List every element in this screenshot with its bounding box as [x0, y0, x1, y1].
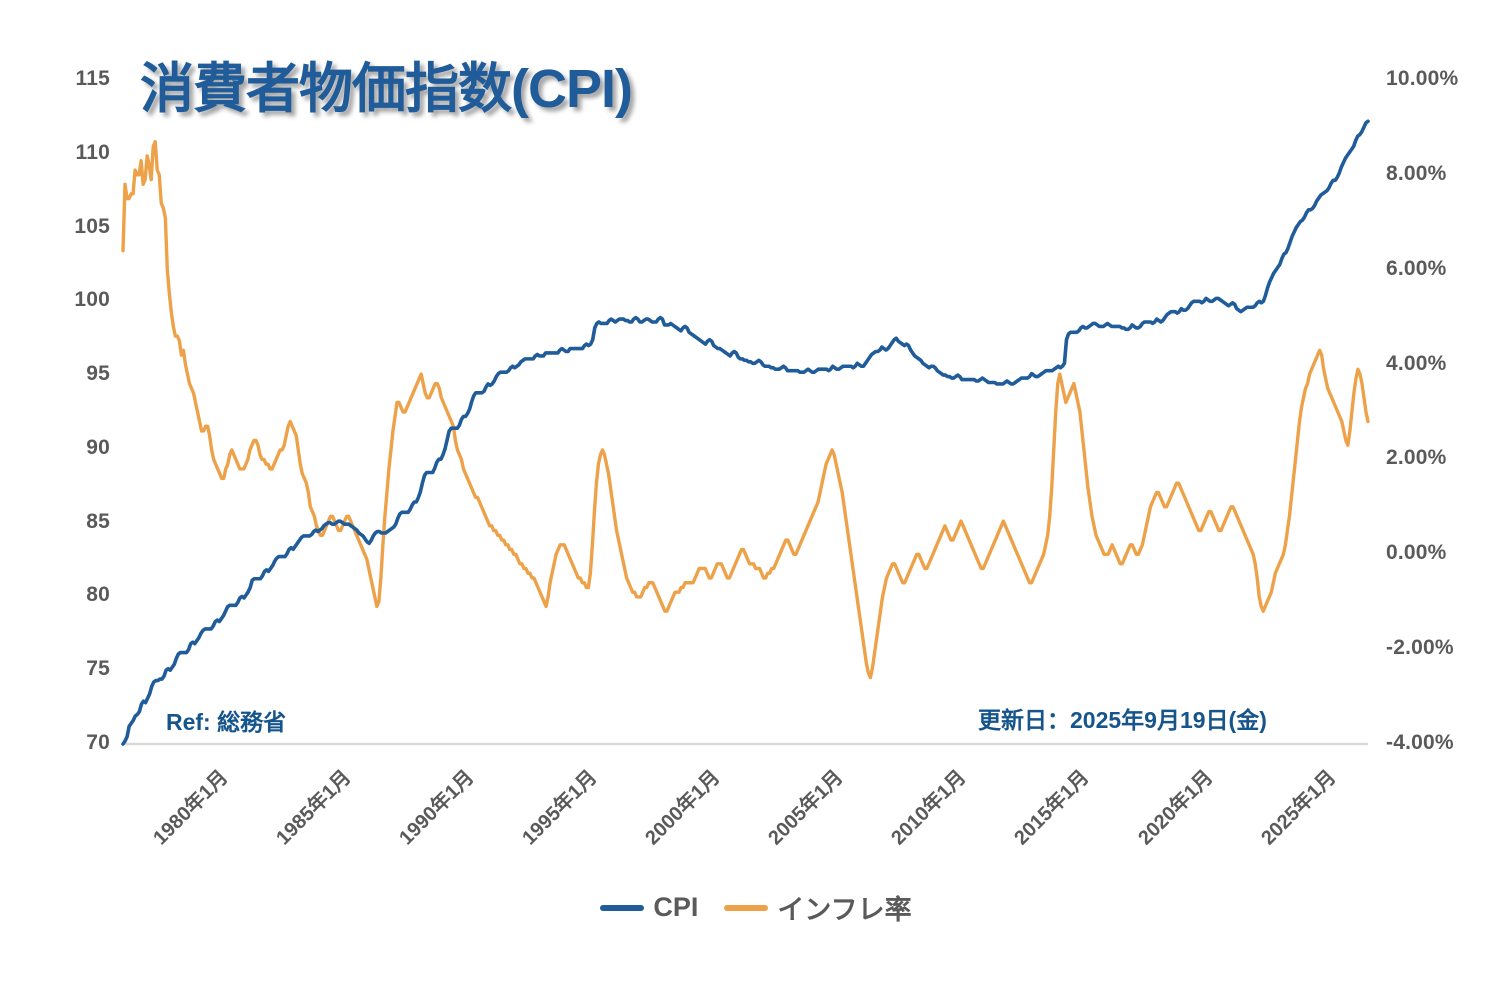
- right-axis-tick-0.00: 0.00%: [1386, 541, 1447, 565]
- cpi-line: [121, 119, 1370, 746]
- left-axis-tick-100: 100: [74, 288, 110, 312]
- legend-item-0[interactable]: CPI: [600, 892, 698, 923]
- legend-label: インフレ率: [777, 895, 912, 925]
- line-swatch-icon: [724, 904, 769, 911]
- chart-legend: CPI インフレ率: [0, 888, 1512, 927]
- reference-note: Ref: 総務省: [166, 709, 287, 735]
- left-axis-tick-75: 75: [86, 657, 110, 681]
- left-axis-tick-105: 105: [74, 214, 110, 238]
- left-axis-tick-70: 70: [86, 731, 110, 754]
- update-date-note: 更新日：2025年9月19日(金): [978, 707, 1267, 733]
- right-axis-tick-8.00: 8.00%: [1386, 161, 1447, 185]
- left-axis-tick-85: 85: [86, 509, 110, 533]
- left-axis-tick-95: 95: [86, 362, 110, 386]
- legend-item-1[interactable]: インフレ率: [724, 888, 912, 927]
- right-axis-tick--4.00: -4.00%: [1386, 731, 1454, 754]
- legend-label: CPI: [653, 892, 699, 922]
- right-axis-tick-10.00: 10.00%: [1386, 67, 1459, 90]
- left-axis-tick-115: 115: [75, 67, 110, 90]
- page-title: 消費者物価指数(CPI): [140, 59, 633, 119]
- right-axis-tick-2.00: 2.00%: [1386, 446, 1447, 470]
- line-swatch-icon: [600, 904, 645, 911]
- right-axis-tick-6.00: 6.00%: [1386, 256, 1447, 280]
- left-axis-tick-90: 90: [86, 435, 110, 459]
- left-axis-tick-110: 110: [75, 140, 110, 164]
- right-axis-tick--2.00: -2.00%: [1386, 636, 1454, 660]
- left-axis-tick-80: 80: [86, 583, 110, 607]
- inflation-line: [121, 139, 1370, 680]
- right-axis-tick-4.00: 4.00%: [1386, 351, 1447, 375]
